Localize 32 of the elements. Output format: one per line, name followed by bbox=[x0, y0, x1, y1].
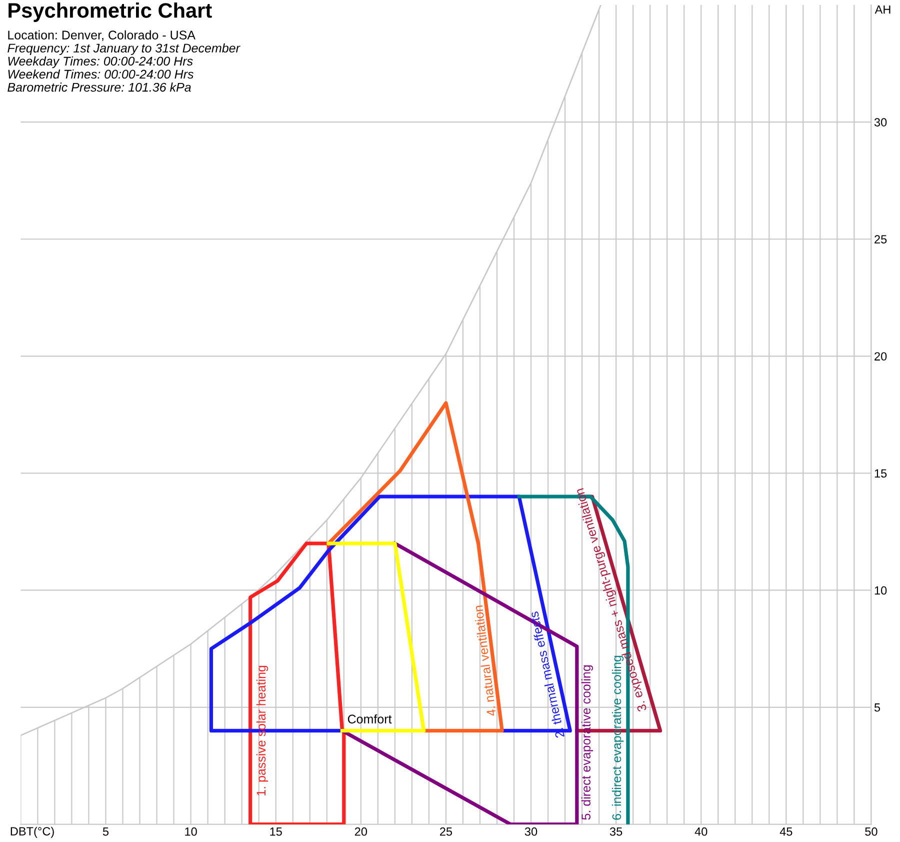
x-axis-title: DBT(°C) bbox=[10, 826, 54, 838]
annotation: Barometric Pressure: 101.36 kPa bbox=[8, 82, 191, 92]
text: 1. passive solar heating bbox=[256, 666, 268, 796]
annotation: Weekend Times: 00:00-24:00 Hrs bbox=[8, 69, 194, 79]
x-tick-label: 10 bbox=[185, 827, 197, 836]
line-series bbox=[326, 401, 504, 732]
text: 5. direct evaporative cooling bbox=[581, 665, 593, 820]
x-tick-label: 40 bbox=[694, 827, 708, 836]
line-series bbox=[248, 542, 346, 824]
annotation: Weekday Times: 00:00-24:00 Hrs bbox=[8, 56, 193, 68]
x-tick-label: 45 bbox=[780, 828, 792, 836]
x-tick-label: 25 bbox=[440, 827, 452, 836]
x-tick-label: 15 bbox=[270, 828, 282, 836]
series-label: Comfort bbox=[348, 714, 392, 724]
x-tick-label: 30 bbox=[524, 827, 538, 836]
line-series bbox=[340, 542, 579, 824]
y-tick-label: 15 bbox=[874, 469, 887, 478]
y-tick-label: 5 bbox=[874, 703, 880, 712]
annotation: Frequency: 1st January to 31st December bbox=[8, 43, 240, 56]
x-tick-label: 5 bbox=[102, 828, 109, 836]
x-tick-label: 35 bbox=[610, 827, 622, 836]
x-tick-label: 50 bbox=[865, 827, 878, 836]
y-tick-label: 20 bbox=[874, 352, 887, 361]
y-tick-label: 25 bbox=[874, 235, 887, 244]
y-tick-label: 10 bbox=[874, 586, 887, 595]
x-tick-label: 20 bbox=[354, 827, 368, 836]
y-axis-title: AH bbox=[874, 5, 890, 14]
y-tick-label: 30 bbox=[874, 118, 887, 126]
text: 6. indirect evaporative cooling bbox=[612, 656, 624, 820]
text: 4. natural ventilation bbox=[473, 605, 496, 716]
chart-title: Psychrometric Chart bbox=[8, 2, 212, 22]
text: Location: Denver, Colorado - USA bbox=[8, 30, 196, 41]
